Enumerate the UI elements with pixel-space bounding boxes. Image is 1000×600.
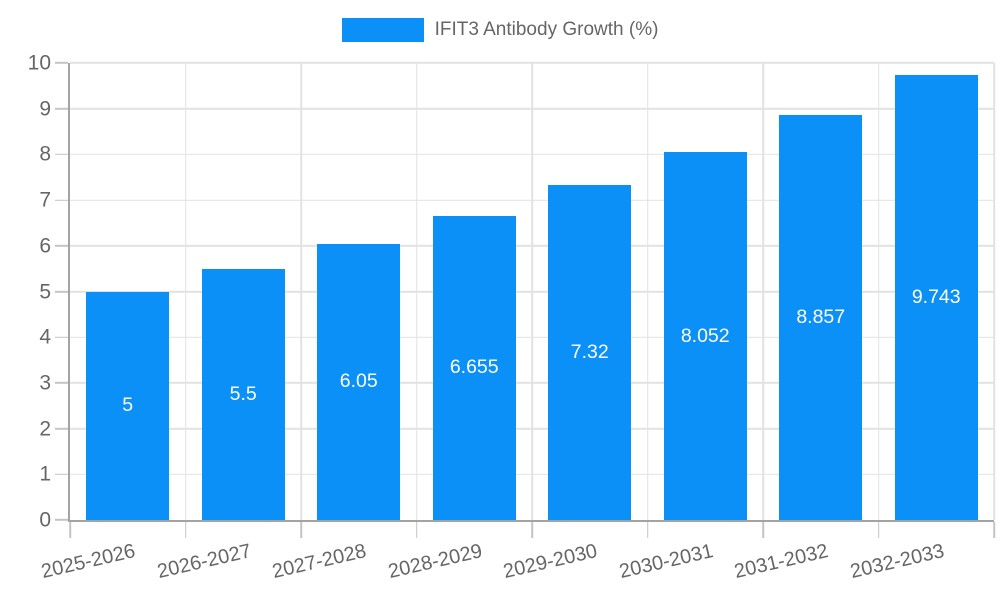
x-tick-label: 2029-2030 <box>501 540 600 583</box>
x-tick-label: 2027-2028 <box>270 540 369 583</box>
bar-value-label: 8.857 <box>796 306 846 329</box>
y-tick <box>55 473 68 476</box>
y-tick-label: 5 <box>39 280 51 303</box>
x-tick-label: 2028-2029 <box>385 540 484 583</box>
y-tick <box>55 245 68 247</box>
y-tick <box>55 290 68 293</box>
bar-value-label: 6.655 <box>449 356 499 379</box>
bar: 8.052 <box>663 152 747 520</box>
bar: 8.857 <box>779 115 863 520</box>
x-gridline <box>762 63 764 520</box>
y-tick-label: 10 <box>27 51 51 75</box>
x-gridline <box>646 63 649 520</box>
bar: 7.32 <box>548 185 632 520</box>
bar-value-label: 7.32 <box>570 341 609 364</box>
x-gridline <box>531 63 533 520</box>
bar-value-label: 5 <box>122 394 134 417</box>
y-tick <box>55 62 68 64</box>
legend: IFIT3 Antibody Growth (%) <box>0 18 1000 42</box>
bar: 6.655 <box>432 215 516 520</box>
y-tick-label: 1 <box>39 462 51 486</box>
y-tick-label: 4 <box>39 325 51 349</box>
y-tick <box>55 427 68 430</box>
y-tick <box>55 153 68 156</box>
x-tick-label: 2025-2026 <box>39 540 138 583</box>
x-gridline <box>993 63 995 520</box>
bar-value-label: 9.743 <box>911 285 961 308</box>
x-tick-label: 2026-2027 <box>154 540 253 583</box>
y-tick <box>55 199 68 201</box>
bar: 6.05 <box>317 243 401 520</box>
x-tick <box>877 522 880 538</box>
x-tick <box>69 522 71 538</box>
y-tick-label: 8 <box>39 142 51 166</box>
legend-item[interactable]: IFIT3 Antibody Growth (%) <box>341 18 659 42</box>
bar: 9.743 <box>894 74 978 520</box>
x-tick <box>415 522 418 538</box>
x-tick-label: 2030-2031 <box>616 540 715 583</box>
x-gridline <box>184 63 187 520</box>
plot-area: 0 1 2 3 4 5 6 7 8 9 10 5 2025-2026 5.5 2026-2027 6.05 20… <box>28 53 995 583</box>
bar-value-label: 8.052 <box>680 324 730 347</box>
legend-swatch-icon <box>341 18 424 42</box>
y-tick-label: 3 <box>39 371 51 395</box>
y-tick <box>55 107 68 110</box>
y-tick-label: 2 <box>39 417 51 441</box>
x-tick <box>646 522 649 538</box>
x-tick <box>762 522 764 538</box>
x-gridline <box>300 63 302 520</box>
x-gridline <box>415 63 418 520</box>
x-tick <box>184 522 187 538</box>
x-tick-label: 2032-2033 <box>847 540 946 583</box>
x-tick <box>993 522 995 538</box>
y-tick <box>55 519 68 521</box>
x-tick <box>300 522 302 538</box>
y-tick-label: 6 <box>39 234 51 258</box>
bar: 5 <box>86 291 170 520</box>
legend-label: IFIT3 Antibody Growth (%) <box>434 19 659 40</box>
bar-value-label: 5.5 <box>229 382 257 405</box>
y-tick <box>55 382 68 384</box>
x-tick-label: 2031-2032 <box>732 540 831 583</box>
y-tick-label: 0 <box>39 508 51 532</box>
x-tick <box>531 522 533 538</box>
bar: 5.5 <box>201 268 285 520</box>
y-tick-label: 7 <box>39 188 51 212</box>
y-tick <box>55 336 68 338</box>
y-tick-label: 9 <box>39 97 51 121</box>
bar-value-label: 6.05 <box>339 370 378 393</box>
x-gridline <box>877 63 880 520</box>
